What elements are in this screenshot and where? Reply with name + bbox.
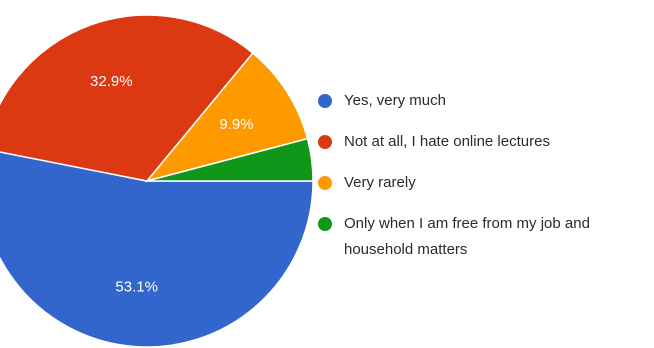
legend-swatch-1 <box>318 135 332 149</box>
pie-slice-1 <box>0 14 254 182</box>
legend-item-2: Very rarely <box>318 170 648 196</box>
legend-swatch-3 <box>318 217 332 231</box>
legend-label-3: Only when I am free from my job and hous… <box>344 215 590 258</box>
slice-value-label-2: 9.9% <box>219 116 253 133</box>
slice-value-label-0: 53.1% <box>115 279 158 296</box>
legend-swatch-2 <box>318 176 332 190</box>
pie-slice-3 <box>146 137 314 182</box>
legend-swatch-0 <box>318 94 332 108</box>
legend-label-1: Not at all, I hate online lectures <box>344 133 550 150</box>
legend-item-3: Only when I am free from my job and hous… <box>318 211 648 263</box>
legend-item-0: Yes, very much <box>318 88 648 114</box>
pie-slice-0 <box>0 151 314 348</box>
chart-legend: Yes, very much Not at all, I hate online … <box>318 88 648 278</box>
legend-label-0: Yes, very much <box>344 92 446 109</box>
legend-item-1: Not at all, I hate online lectures <box>318 129 648 155</box>
slice-value-label-1: 32.9% <box>90 73 133 90</box>
pie-chart-svg: 53.1% 32.9% 9.9% <box>0 14 314 348</box>
legend-label-2: Very rarely <box>344 174 416 191</box>
